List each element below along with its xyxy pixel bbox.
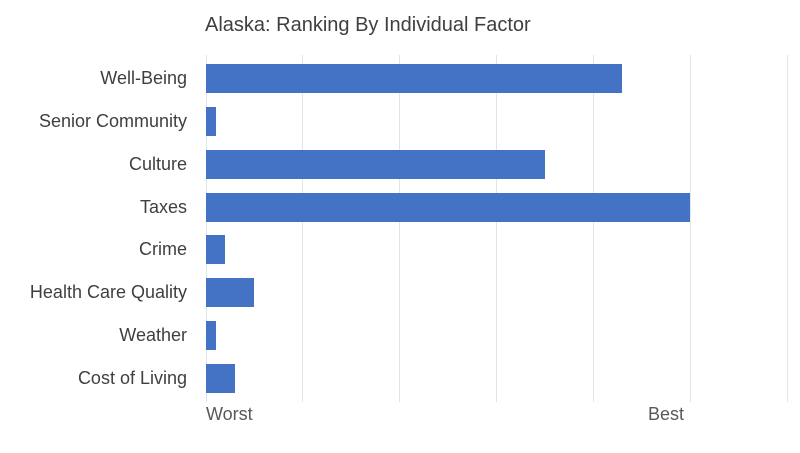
bar-cost-of-living [206,364,236,394]
bar-taxes [206,192,691,222]
bar-health-care-quality [206,278,255,308]
plot-area [205,55,788,402]
gridline [496,55,497,402]
category-label: Taxes [139,196,187,217]
bar-well-being [206,63,623,93]
gridline [786,55,788,402]
category-label: Weather [119,325,187,346]
chart-title: Alaska: Ranking By Individual Factor [205,14,531,36]
bar-crime [206,235,226,265]
bar-weather [206,321,216,351]
category-axis: Well-Being Senior Community Culture Taxes Cr… [0,57,196,400]
gridline [399,55,401,402]
category-label: Health Care Quality [29,282,187,303]
category-label: Well-Being [100,67,187,88]
gridline [592,55,594,402]
axis-label-best: Best [647,404,685,424]
gridline [689,55,691,402]
axis-label-worst: Worst [206,404,253,424]
category-label: Culture [128,153,187,174]
category-label: Senior Community [38,110,187,131]
gridline [205,55,207,402]
value-axis: Worst Best [0,404,800,430]
category-label: Cost of Living [77,368,187,389]
category-label: Crime [139,239,187,260]
gridline [302,55,304,402]
bar-senior-community [206,106,216,136]
bar-culture [206,149,545,179]
